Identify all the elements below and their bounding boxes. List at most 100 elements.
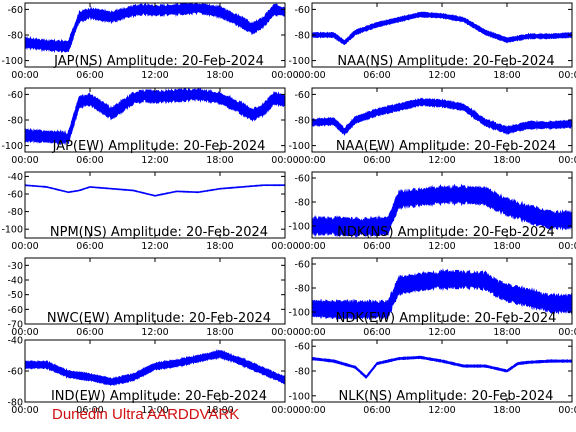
- y-tick-label: -40: [7, 172, 23, 183]
- x-tick-label: 00:00: [271, 327, 298, 338]
- y-tick-label: -80: [7, 207, 23, 218]
- x-tick-label: 00:00: [558, 405, 576, 416]
- series-trace: [312, 97, 572, 136]
- x-tick-label: 06:00: [363, 241, 390, 252]
- footer-label: Dunedin Ultra AARDDVARK: [52, 406, 240, 423]
- y-tick-label: -80: [294, 116, 310, 127]
- x-tick-label: 18:00: [493, 327, 520, 338]
- series-trace: [312, 268, 572, 321]
- chart-title: NWC(EW) Amplitude: 20-Feb-2024: [47, 311, 271, 326]
- x-tick-label: 06:00: [76, 405, 103, 416]
- y-tick-label: -80: [294, 367, 310, 378]
- chart-panel: -100 -80 -60 00:00 06:00 12:00 18:00 00:00 JAP(E…: [1, 87, 299, 166]
- x-tick-label: 18:00: [493, 241, 520, 252]
- y-tick-label: -60: [294, 5, 310, 16]
- x-tick-label: 00:00: [558, 155, 576, 166]
- x-tick-label: 00:00: [271, 241, 298, 252]
- x-tick-label: 00:00: [271, 155, 298, 166]
- chart-panel: -70 -60 -50 -40 -30 00:00 06:00 12:00 18:00 00:00…: [7, 257, 299, 338]
- series-trace: [25, 3, 285, 54]
- y-tick-label: -80: [7, 116, 23, 127]
- x-tick-label: 12:00: [428, 70, 455, 81]
- x-tick-label: 18:00: [206, 155, 233, 166]
- x-tick-label: 12:00: [141, 327, 168, 338]
- y-tick-label: -30: [7, 261, 23, 272]
- y-tick-label: -80: [7, 398, 23, 409]
- chart-panel: -100 -80 -60 00:00 06:00 12:00 18:00 00:00 NLK(N…: [288, 339, 576, 416]
- x-tick-label: 12:00: [141, 70, 168, 81]
- chart-title: NAA(NS) Amplitude: 20-Feb-2024: [337, 54, 554, 69]
- y-tick-label: -80: [294, 284, 310, 295]
- x-tick-label: 00:00: [11, 155, 38, 166]
- y-tick-label: -40: [7, 276, 23, 287]
- x-tick-label: 00:00: [298, 405, 325, 416]
- x-tick-label: 06:00: [76, 327, 103, 338]
- series-trace: [25, 349, 285, 387]
- x-tick-label: 00:00: [298, 70, 325, 81]
- y-tick-label: -60: [294, 260, 310, 271]
- y-tick-label: -100: [288, 308, 310, 319]
- y-tick-label: -80: [294, 31, 310, 42]
- y-tick-label: -100: [1, 141, 23, 152]
- x-tick-label: 18:00: [493, 405, 520, 416]
- y-tick-label: -100: [288, 56, 310, 67]
- y-tick-label: -60: [294, 174, 310, 185]
- x-tick-label: 06:00: [76, 155, 103, 166]
- x-tick-label: 12:00: [141, 241, 168, 252]
- x-tick-label: 18:00: [206, 70, 233, 81]
- x-tick-label: 12:00: [428, 241, 455, 252]
- chart-title: NDK(EW) Amplitude: 20-Feb-2024: [336, 311, 557, 326]
- y-tick-label: -60: [294, 342, 310, 353]
- chart-title: JAP(EW) Amplitude: 20-Feb-2024: [52, 139, 266, 154]
- chart-title: NLK(NS) Amplitude: 20-Feb-2024: [339, 389, 554, 404]
- y-tick-label: -60: [7, 367, 23, 378]
- x-tick-label: 00:00: [298, 155, 325, 166]
- x-tick-label: 18:00: [206, 405, 233, 416]
- x-tick-label: 00:00: [11, 241, 38, 252]
- y-tick-label: -60: [7, 90, 23, 101]
- x-tick-label: 06:00: [363, 327, 390, 338]
- x-tick-label: 00:00: [11, 327, 38, 338]
- y-tick-label: -100: [288, 222, 310, 233]
- chart-panel: -100-80-6000:0006:0012:0018:0000:00NAA(E…: [288, 87, 576, 166]
- x-tick-label: 12:00: [428, 405, 455, 416]
- x-tick-label: 00:00: [271, 405, 298, 416]
- y-tick-label: -60: [7, 5, 23, 16]
- x-tick-label: 12:00: [428, 155, 455, 166]
- x-tick-label: 12:00: [428, 327, 455, 338]
- y-tick-label: -70: [7, 320, 23, 331]
- x-tick-label: 00:00: [558, 327, 576, 338]
- x-tick-label: 12:00: [141, 405, 168, 416]
- x-tick-label: 00:00: [558, 70, 576, 81]
- x-tick-label: 00:00: [298, 327, 325, 338]
- series-trace: [25, 184, 285, 197]
- chart-panel: -100-80-6000:0006:0012:0018:0000:00NDK(N…: [288, 171, 576, 252]
- y-tick-label: -100: [1, 225, 23, 236]
- x-tick-label: 06:00: [76, 241, 103, 252]
- chart-title: JAP(NS) Amplitude: 20-Feb-2024: [53, 54, 264, 69]
- chart-panel: -80 -60 -40 00:00 06:00 12:00 18:00 00:00 IND(EW…: [7, 336, 298, 417]
- x-tick-label: 00:00: [11, 405, 38, 416]
- x-tick-label: 00:00: [298, 241, 325, 252]
- chart-title: NAA(EW) Amplitude: 20-Feb-2024: [336, 139, 556, 154]
- y-tick-label: -100: [1, 56, 23, 67]
- x-tick-label: 00:00: [271, 70, 298, 81]
- y-tick-label: -40: [7, 336, 23, 347]
- y-tick-label: -50: [7, 290, 23, 301]
- y-tick-label: -80: [294, 198, 310, 209]
- x-tick-label: 12:00: [141, 155, 168, 166]
- x-tick-label: 00:00: [558, 241, 576, 252]
- x-tick-label: 18:00: [206, 327, 233, 338]
- series-trace: [312, 355, 572, 379]
- y-tick-label: -100: [288, 141, 310, 152]
- x-tick-label: 18:00: [493, 155, 520, 166]
- x-tick-label: 06:00: [363, 70, 390, 81]
- series-trace: [312, 183, 572, 238]
- y-tick-label: -60: [7, 190, 23, 201]
- y-tick-label: -80: [7, 31, 23, 42]
- chart-panel: -100 -80 -60 00:00 06:00 12:00 18:00 00:00 NAA(N…: [288, 2, 576, 81]
- x-tick-label: 06:00: [76, 70, 103, 81]
- chart-panel: -100-80-6000:0006:0012:0018:0000:00NDK(E…: [288, 257, 576, 338]
